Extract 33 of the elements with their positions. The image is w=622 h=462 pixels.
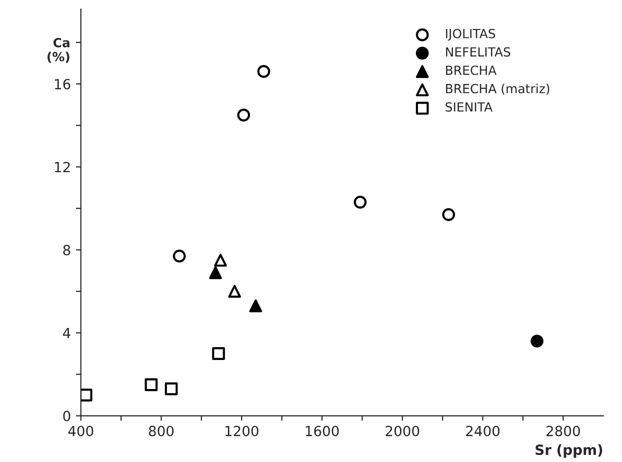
x-tick-label: 1200	[225, 426, 258, 436]
x-axis-title: Sr (ppm)	[536, 444, 602, 458]
legend-label: NEFELITAS	[446, 47, 510, 57]
point	[530, 334, 544, 348]
x-tick-label: 2400	[466, 426, 500, 436]
point	[237, 108, 250, 122]
x-tick-label: 1600	[306, 426, 339, 436]
point	[209, 266, 222, 280]
point	[257, 65, 270, 78]
y-axis-title: Ca (%)	[48, 38, 70, 63]
point	[214, 254, 227, 267]
legend-label: SIENITA	[446, 102, 492, 112]
y-tick-label: 4	[62, 328, 70, 338]
point	[354, 196, 367, 209]
legend-label: BRECHA	[446, 66, 497, 75]
x-tick-label: 400	[68, 426, 94, 436]
legend-label: IJOLITAS	[446, 28, 496, 41]
point	[249, 299, 262, 312]
y-tick-label: 0	[63, 410, 70, 422]
point	[164, 382, 178, 396]
y-tick-label: 12	[54, 162, 70, 172]
point	[228, 284, 242, 298]
point	[212, 347, 225, 360]
legend-label: BRECHA (matriz)	[446, 84, 550, 95]
x-tick-label: 800	[148, 426, 174, 436]
x-tick-label: 2800	[546, 426, 580, 436]
x-tick-label: 2000	[386, 426, 420, 436]
y-tick-label: 8	[63, 244, 70, 256]
point	[172, 250, 186, 263]
point	[144, 378, 158, 392]
point	[442, 208, 456, 222]
y-tick-label: 16	[54, 78, 70, 90]
point	[80, 388, 92, 402]
